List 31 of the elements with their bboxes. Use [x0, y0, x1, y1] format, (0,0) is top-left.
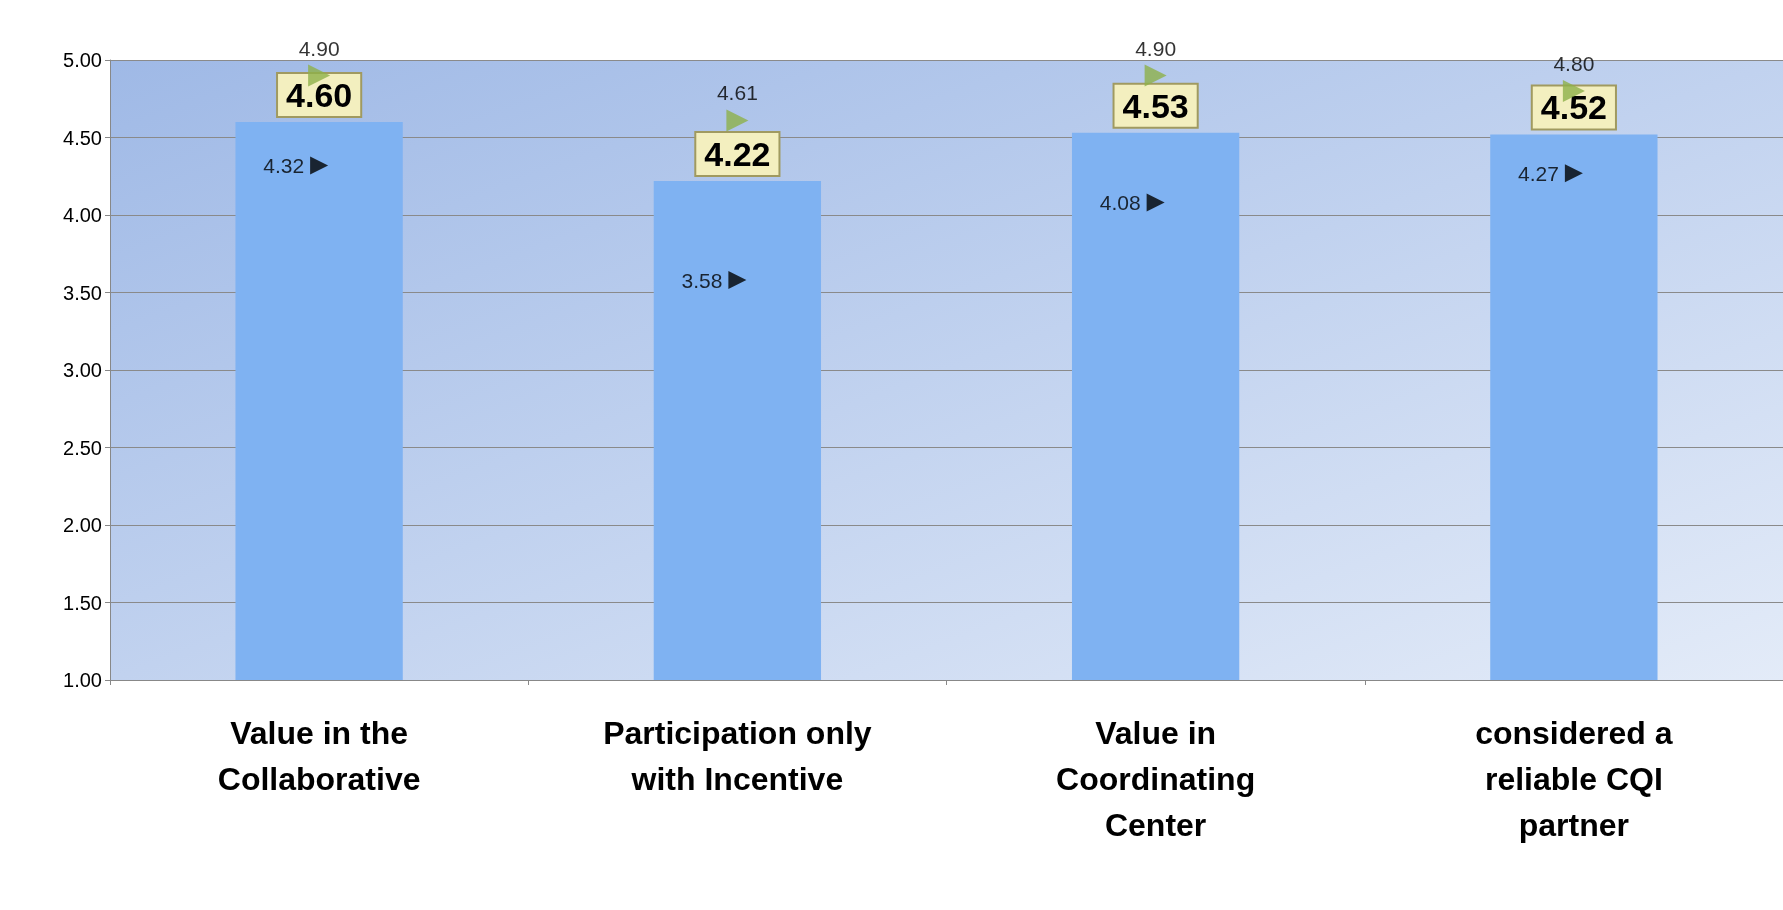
y-tick-label: 2.50 — [63, 436, 102, 459]
y-tick-label: 3.50 — [63, 281, 102, 304]
y-tick-label: 4.00 — [63, 204, 102, 226]
y-tick-label: 5.00 — [63, 49, 102, 71]
data-label: 4.61 — [716, 81, 758, 105]
point — [728, 271, 747, 290]
x-tick-label: Participation only with Incentive — [603, 715, 872, 797]
data-label: 4.32 — [263, 153, 305, 177]
data-label: 4.27 — [1518, 161, 1559, 185]
y-tick-label: 3.00 — [63, 359, 102, 381]
x-tick-label: considered a reliable CQI partner — [1475, 715, 1673, 843]
point — [1144, 64, 1167, 87]
y-tick-label: 1.00 — [63, 669, 102, 691]
point — [1564, 164, 1583, 183]
data-label: 4.08 — [1099, 191, 1141, 215]
y-tick-label: 2.00 — [63, 514, 102, 536]
data-label: 4.60 — [286, 76, 353, 114]
data-label: 4.53 — [1122, 86, 1189, 125]
point — [310, 156, 329, 175]
y-tick-label: 1.50 — [63, 591, 102, 614]
y-tick-label: 4.50 — [63, 126, 102, 149]
data-label: 4.22 — [704, 134, 771, 173]
x-tick-label: Value in the Collaborative — [217, 715, 421, 797]
point — [726, 109, 749, 132]
point — [1146, 193, 1165, 212]
data-label: 4.52 — [1540, 88, 1607, 127]
data-label: 4.80 — [1553, 52, 1595, 75]
data-label: 4.90 — [298, 36, 340, 60]
data-label: 4.90 — [1135, 36, 1177, 60]
x-tick-label: Value in Coordinating Center — [1056, 715, 1256, 843]
data-label: 3.58 — [681, 268, 723, 292]
